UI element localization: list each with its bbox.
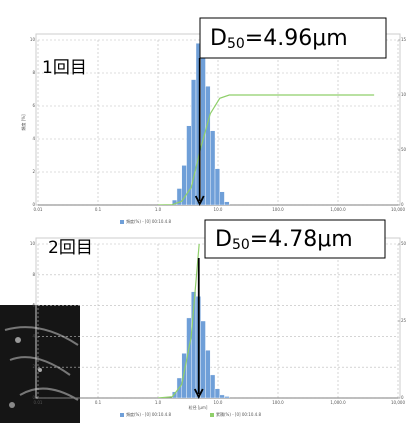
x-tick-label: 100.0: [272, 207, 284, 212]
photo-speck: [15, 337, 21, 343]
y-tick-label: 2: [32, 169, 35, 174]
d50-arrowhead: [193, 388, 204, 400]
x-tick-label: 0.1: [95, 400, 102, 405]
cumulative-line: [157, 244, 200, 398]
x-tick-label: 1,000.0: [330, 400, 346, 405]
cumulative-line: [157, 94, 375, 205]
x-tick-label: 1,000.0: [330, 207, 346, 212]
d50-arrowhead: [194, 195, 205, 207]
y2-tick-label: 25: [401, 318, 406, 323]
annotation-text: =4.96μm: [245, 26, 348, 51]
y-axis-label: 頻度 [%]: [20, 114, 26, 131]
bar: [214, 168, 220, 205]
y2-tick-label: 50: [401, 147, 406, 152]
plot-area: [157, 43, 375, 205]
bar: [210, 130, 216, 205]
annotation-box: [199, 17, 387, 59]
bar: [200, 320, 206, 398]
bar: [205, 350, 211, 398]
y-tick-label: 0: [32, 202, 35, 207]
x-tick-label: 1.0: [155, 400, 162, 405]
annotation: D50=4.78μm: [215, 227, 353, 253]
x-tick-label: 0.01: [34, 400, 43, 405]
chart: 0.01 0.1 1.0 10.0 100.0 1,000.0 10,00002468100…: [20, 17, 406, 224]
annotation-box: [204, 219, 386, 259]
bar: [210, 374, 216, 398]
legend-swatch: [210, 413, 214, 417]
y-tick-label: 6: [32, 303, 35, 308]
y-tick-label: 0: [32, 395, 35, 400]
x-tick-label: 0.01: [34, 207, 43, 212]
bar: [205, 85, 211, 205]
y-tick-label: 6: [32, 103, 35, 108]
y2-tick-label: 0: [401, 202, 404, 207]
legend-swatch: [120, 220, 124, 224]
legend-label: 頻度(%) - [0] 00:10.4.8: [126, 218, 171, 224]
bar: [219, 191, 225, 205]
bar: [224, 201, 230, 205]
y-tick-label: 4: [32, 333, 35, 338]
bar: [200, 49, 206, 205]
y2-tick-label: 50: [401, 241, 406, 246]
annotation: D50=4.96μm: [210, 26, 348, 52]
bar: [214, 388, 220, 398]
y-tick-label: 10: [30, 37, 36, 42]
x-tick-label: 10,000: [391, 400, 405, 405]
y-tick-label: 10: [30, 241, 36, 246]
bar: [181, 165, 187, 205]
annotation-prefix: D: [210, 26, 227, 51]
photo-texture: [4, 326, 79, 401]
bar: [224, 396, 230, 398]
legend-swatch: [120, 413, 124, 417]
photo: [0, 305, 80, 423]
x-tick-label: 10.0: [214, 400, 223, 405]
y2-tick-label: 100: [401, 92, 406, 97]
legend-label: 累積(%) - [0] 00:10.4.8: [216, 411, 261, 417]
photo-speck: [38, 368, 42, 372]
chart: 0.01 0.1 1.0 10.0 100.0 1,000.0 10,00002468100…: [30, 219, 406, 417]
y2-tick-label: 150: [401, 37, 406, 42]
y-tick-label: 2: [32, 364, 35, 369]
x-tick-label: 10.0: [214, 207, 223, 212]
annotation-sub: 50: [227, 36, 245, 52]
x-tick-label: 100.0: [272, 400, 284, 405]
bar: [219, 394, 225, 398]
x-tick-label: 10,000: [391, 207, 405, 212]
x-tick-label: 1.0: [155, 207, 162, 212]
legend-label: 頻度(%) - [0] 00:10.4.8: [126, 411, 171, 417]
x-axis-label: 粒径 [μm]: [189, 404, 208, 410]
annotation-prefix: D: [215, 227, 232, 252]
photo-speck: [9, 402, 15, 408]
y-tick-label: 8: [32, 272, 35, 277]
x-tick-label: 0.1: [95, 207, 102, 212]
y2-tick-label: 0: [401, 395, 404, 400]
y-tick-label: 4: [32, 136, 35, 141]
run-label: 2回目: [48, 238, 93, 258]
annotation-sub: 50: [232, 237, 250, 253]
bar: [181, 353, 187, 398]
annotation-text: =4.78μm: [250, 227, 353, 252]
y-tick-label: 8: [32, 70, 35, 75]
run-label: 1回目: [42, 58, 87, 78]
